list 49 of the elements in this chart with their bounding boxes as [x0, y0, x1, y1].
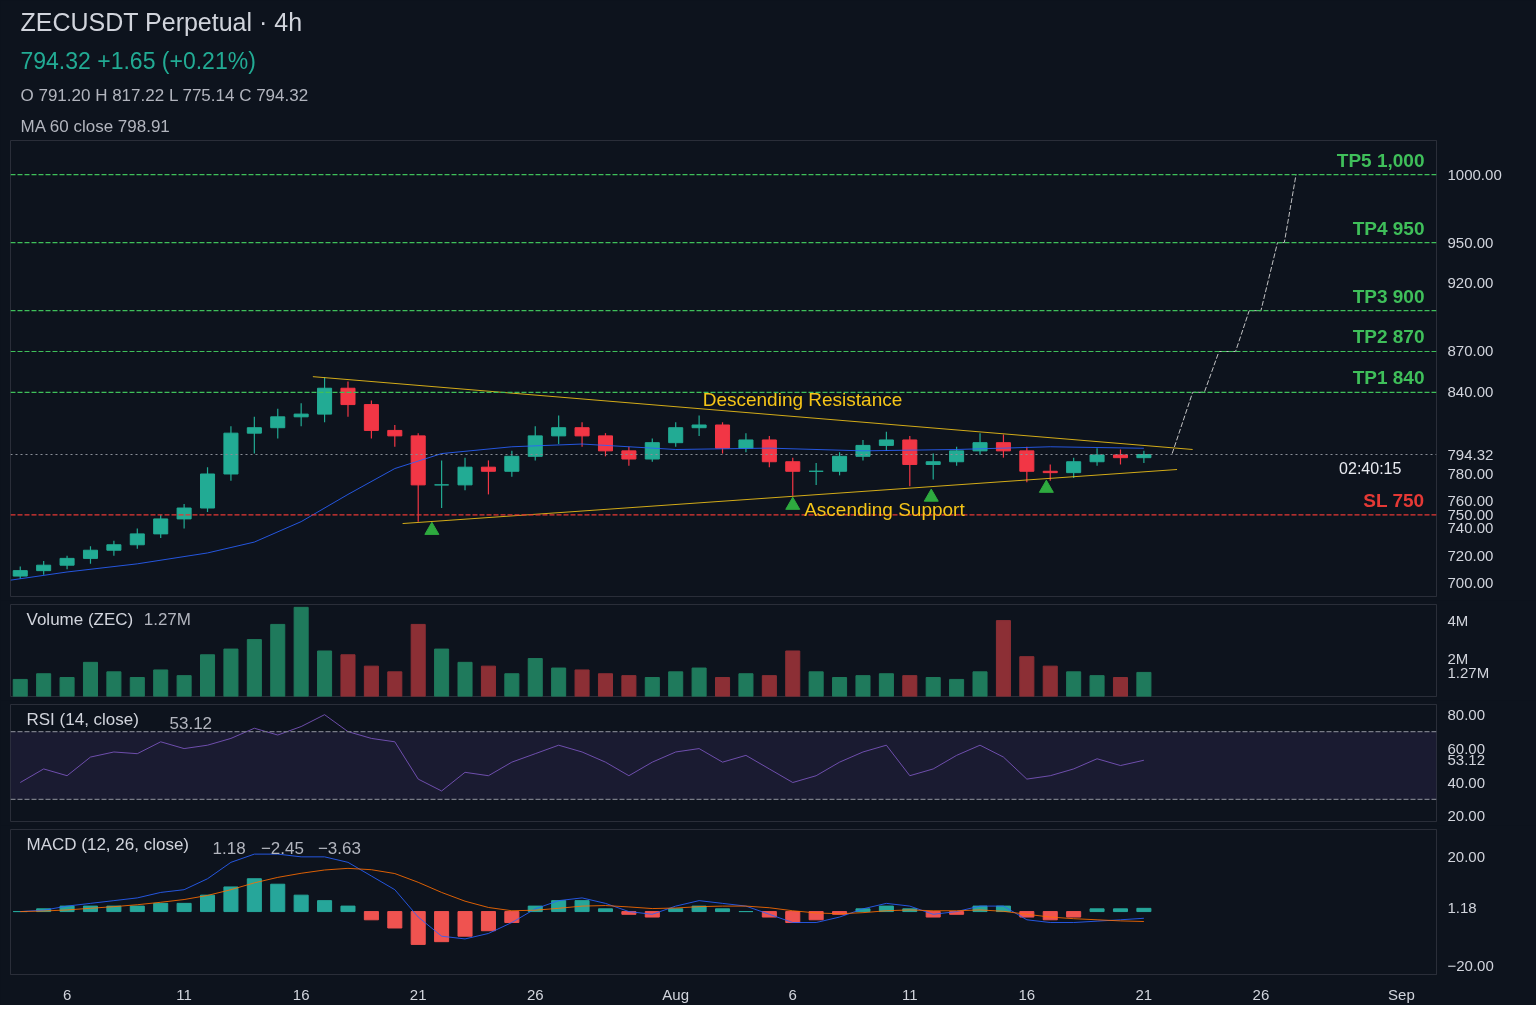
annotation: 1.18	[212, 838, 246, 858]
y-tick-label: 780.00	[1447, 464, 1494, 482]
y-tick-label: 40.00	[1447, 773, 1486, 791]
ref-line-label: TP5 1,000	[1336, 149, 1425, 171]
y-tick-label: 4M	[1447, 612, 1469, 630]
y-tick-label: 1.18	[1447, 899, 1477, 917]
chart-title: Volume (ZEC)	[26, 609, 134, 629]
x-tick-label: Sep	[1388, 985, 1415, 1003]
text: MA 60 close 798.91	[20, 116, 170, 136]
chart-title: MACD (12, 26, close)	[26, 834, 189, 854]
text: O 791.20 H 817.22 L 775.14 C 794.32	[20, 85, 309, 105]
y-tick-label: 20.00	[1447, 807, 1486, 825]
annotation: Descending Resistance	[702, 388, 903, 410]
ref-line-label: SL 750	[1363, 489, 1425, 511]
annotation: 1.27M	[143, 609, 191, 629]
y-tick-label: 870.00	[1447, 342, 1494, 360]
y-tick-label: 920.00	[1447, 274, 1494, 292]
y-tick-label: 700.00	[1447, 573, 1494, 591]
x-tick-label: 21	[1135, 985, 1153, 1003]
x-tick-label: 16	[292, 985, 310, 1003]
y-tick-label: 794.32	[1447, 445, 1494, 463]
ref-line-label: TP3 900	[1352, 285, 1425, 307]
x-tick-label: Aug	[662, 985, 690, 1003]
chart-title: RSI (14, close)	[26, 709, 139, 729]
y-tick-label: 840.00	[1447, 383, 1494, 401]
annotation: 02:40:15	[1339, 460, 1402, 477]
y-tick-label: −20.00	[1447, 957, 1494, 975]
annotation: −2.45	[260, 838, 304, 858]
y-tick-label: 20.00	[1447, 847, 1486, 865]
x-tick-label: 16	[1018, 985, 1036, 1003]
ref-line-label: TP1 840	[1352, 367, 1425, 389]
y-tick-label: 1000.00	[1447, 165, 1502, 183]
x-tick-label: 26	[526, 985, 544, 1003]
x-tick-label: 6	[788, 985, 797, 1003]
ref-line-label: TP2 870	[1352, 326, 1425, 348]
chart-subtitle: 794.32 +1.65 (+0.21%)	[20, 47, 256, 74]
x-tick-label: 11	[902, 985, 918, 1003]
y-tick-label: 950.00	[1447, 233, 1494, 251]
x-tick-label: 21	[409, 985, 427, 1003]
x-tick-label: 26	[1252, 985, 1270, 1003]
annotation: 53.12	[169, 713, 213, 733]
x-tick-label: 11	[176, 985, 192, 1003]
y-tick-label: 720.00	[1447, 546, 1494, 564]
x-tick-label: 6	[62, 985, 72, 1003]
annotation: Ascending Support	[804, 499, 966, 521]
ref-line-label: TP4 950	[1352, 217, 1425, 239]
annotation: −3.63	[317, 838, 361, 858]
y-tick-label: 80.00	[1447, 705, 1486, 723]
chart-title: ZECUSDT Perpetual · 4h	[20, 7, 303, 36]
